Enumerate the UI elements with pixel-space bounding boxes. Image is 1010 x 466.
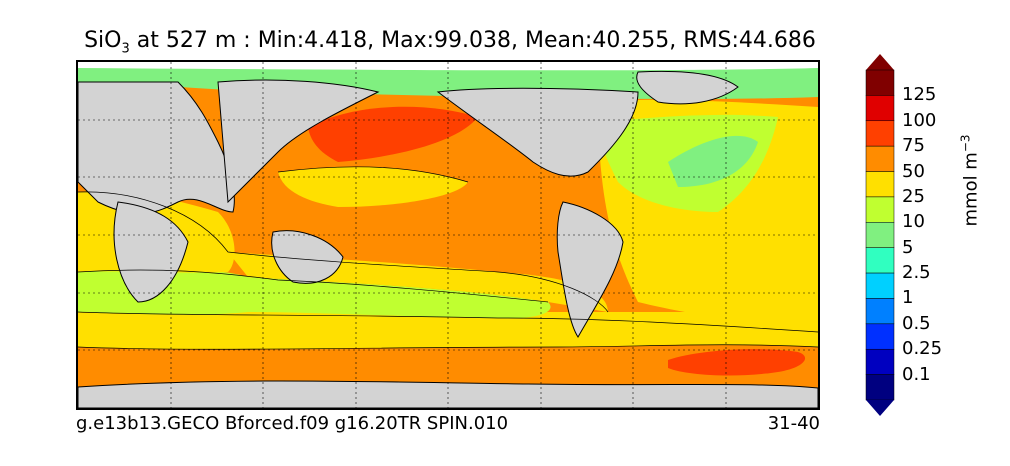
title-stats: at 527 m : Min:4.418, Max:99.038, Mean:4… bbox=[129, 28, 816, 53]
contour-line-2 bbox=[78, 269, 549, 303]
colorbar-tick-label: 0.1 bbox=[902, 363, 931, 385]
colorbar-tick-label: 25 bbox=[902, 185, 925, 207]
colorbar-tick-label: 0.25 bbox=[902, 338, 943, 360]
colorbar-segment-5 bbox=[865, 247, 895, 274]
land-asia bbox=[217, 79, 380, 204]
colorbar bbox=[865, 54, 895, 416]
weddell-high-75-100 bbox=[668, 349, 806, 376]
colorbar-segments bbox=[865, 69, 895, 401]
colorbar-segment-2p5 bbox=[865, 272, 895, 299]
year-range-caption: 31-40 bbox=[767, 413, 820, 434]
units-main: mmol m bbox=[960, 152, 982, 227]
colorbar-tick-label: 2.5 bbox=[902, 262, 931, 284]
colorbar-overflow-bottom bbox=[866, 400, 894, 416]
land-australia bbox=[271, 230, 344, 284]
colorbar-segment-1 bbox=[865, 298, 895, 325]
map-title: SiO3 at 527 m : Min:4.418, Max:99.038, M… bbox=[0, 28, 900, 56]
ocean-map bbox=[76, 60, 820, 410]
title-species: SiO bbox=[84, 28, 122, 53]
colorbar-tick-label: 10 bbox=[902, 211, 925, 233]
units-exponent: −3 bbox=[958, 134, 973, 153]
model-run-caption: g.e13b13.GECO Bforced.f09 g16.20TR SPIN.… bbox=[76, 413, 509, 434]
land-greenland bbox=[636, 70, 739, 105]
colorbar-segment-125 bbox=[865, 95, 895, 122]
colorbar-segment-50 bbox=[865, 171, 895, 198]
colorbar-segment-above_125 bbox=[865, 69, 895, 96]
graticule bbox=[78, 62, 818, 408]
colorbar-units: mmol m−3 bbox=[959, 134, 982, 226]
colorbar-tick-label: 0.5 bbox=[902, 312, 931, 334]
land-south-america bbox=[556, 201, 624, 338]
colorbar-segment-25 bbox=[865, 196, 895, 223]
colorbar-tick-label: 50 bbox=[902, 160, 925, 182]
colorbar-segment-100 bbox=[865, 120, 895, 147]
colorbar-segment-0p5 bbox=[865, 323, 895, 350]
contour-line-4 bbox=[78, 344, 818, 350]
colorbar-tick-label: 125 bbox=[902, 84, 937, 106]
colorbar-tick-label: 1 bbox=[902, 287, 914, 309]
colorbar-segment-10 bbox=[865, 222, 895, 248]
north-pacific-high-75-100 bbox=[308, 106, 478, 162]
ocean-map-svg bbox=[78, 62, 818, 408]
colorbar-tick-label: 75 bbox=[902, 135, 925, 157]
band-10-25-pacific bbox=[248, 277, 551, 319]
band-25-50-pacific-north bbox=[278, 166, 468, 207]
land-north-america bbox=[436, 87, 639, 177]
colorbar-overflow-top bbox=[866, 54, 894, 70]
colorbar-segment-75 bbox=[865, 145, 895, 172]
land-africa-south bbox=[113, 201, 189, 303]
title-species-subscript: 3 bbox=[121, 41, 130, 57]
colorbar-segment-0p25 bbox=[865, 348, 895, 375]
band-10-25-indian bbox=[78, 268, 248, 315]
colorbar-segment-below_0p1 bbox=[865, 374, 895, 401]
colorbar-tick-label: 5 bbox=[902, 236, 914, 258]
colorbar-tick-label: 100 bbox=[902, 109, 937, 131]
contour-line-3 bbox=[78, 311, 818, 333]
band-5-10-atlantic bbox=[668, 135, 758, 187]
contour-line-1 bbox=[78, 191, 609, 313]
